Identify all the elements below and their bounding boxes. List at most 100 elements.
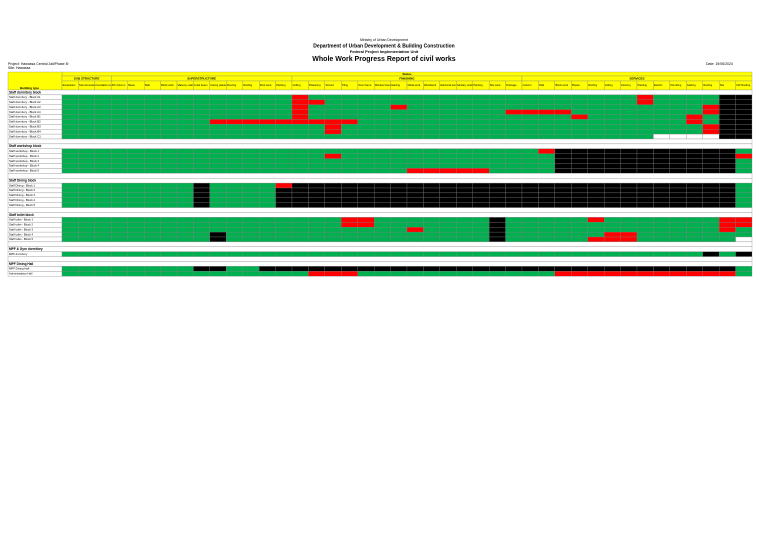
- status-cell: [373, 114, 391, 120]
- column-header-text: Glazing: [391, 83, 400, 87]
- status-cell: [718, 104, 736, 110]
- status-cell: [554, 94, 572, 100]
- status-cell: [538, 197, 556, 203]
- status-cell: [718, 114, 736, 120]
- status-cell: [357, 217, 375, 223]
- status-cell: [620, 187, 638, 194]
- status-cell: [686, 266, 703, 272]
- status-cell: [472, 124, 490, 130]
- status-cell: [702, 217, 720, 223]
- status-cell: [291, 217, 309, 223]
- status-cell: [357, 133, 375, 140]
- status-cell: [242, 187, 260, 194]
- status-cell: [718, 133, 736, 140]
- status-cell: [390, 114, 408, 120]
- status-cell: [686, 114, 703, 120]
- status-cell: [258, 119, 276, 125]
- status-cell: [94, 114, 112, 120]
- status-cell: [176, 94, 194, 100]
- status-cell: [669, 168, 687, 174]
- status-cell: [308, 197, 326, 203]
- row-label: MPF Dining Hall: [9, 267, 30, 271]
- status-cell: [324, 124, 342, 130]
- status-cell: [472, 271, 490, 277]
- status-cell: [341, 231, 358, 238]
- status-cell: [406, 197, 424, 203]
- status-cell: [406, 202, 424, 208]
- status-cell: [587, 266, 605, 272]
- status-cell: [390, 104, 408, 110]
- status-cell: [341, 187, 358, 194]
- status-cell: [620, 124, 638, 130]
- status-cell: [669, 197, 687, 203]
- status-cell: [341, 266, 358, 272]
- status-cell: [718, 231, 736, 238]
- status-cell: [406, 271, 424, 277]
- column-header-text: Plastering: [309, 83, 321, 87]
- status-cell: [258, 192, 276, 198]
- status-cell: [488, 217, 506, 223]
- row-label: Staff Dining - Block 5: [9, 203, 36, 207]
- status-cell: [686, 202, 703, 208]
- status-cell: [291, 94, 309, 100]
- status-cell: [127, 119, 145, 125]
- status-cell: [94, 222, 112, 228]
- status-cell: [258, 182, 276, 189]
- status-cell: [636, 202, 654, 208]
- status-cell: [538, 271, 556, 277]
- status-cell: [488, 99, 506, 105]
- status-cell: [390, 227, 408, 233]
- column-header-text: Lintel beam: [194, 83, 207, 87]
- status-cell: [94, 163, 112, 169]
- status-cell: [160, 99, 178, 105]
- status-cell: [439, 236, 457, 243]
- status-cell: [357, 182, 375, 189]
- status-cell: [143, 104, 161, 110]
- status-cell: [571, 227, 588, 233]
- status-cell: [456, 266, 473, 272]
- status-cell: [61, 271, 79, 277]
- status-cell: [209, 168, 227, 174]
- status-cell: [209, 197, 227, 203]
- status-cell: [538, 187, 556, 194]
- row-label: Staff dormitory - Block B3: [9, 124, 41, 128]
- status-cell: [111, 271, 128, 277]
- status-cell: [686, 99, 703, 105]
- status-cell: [620, 153, 638, 159]
- status-cell: [226, 94, 243, 100]
- status-cell: [209, 192, 227, 198]
- status-cell: [406, 104, 424, 110]
- status-cell: [603, 187, 621, 194]
- status-cell: [456, 133, 473, 140]
- status-cell: [636, 271, 654, 277]
- status-cell: [78, 271, 96, 277]
- status-cell: [127, 236, 145, 243]
- status-cell: [488, 104, 506, 110]
- status-cell: [702, 129, 720, 135]
- status-header-text: Status: [402, 72, 412, 76]
- status-cell: [324, 109, 342, 115]
- status-cell: [472, 202, 490, 208]
- status-cell: [488, 271, 506, 277]
- status-cell: [702, 109, 720, 115]
- status-cell: [505, 231, 523, 238]
- status-cell: [423, 133, 441, 140]
- status-cell: [571, 182, 588, 189]
- status-cell: [291, 129, 309, 135]
- status-cell: [423, 94, 441, 100]
- status-cell: [620, 251, 638, 257]
- status-cell: [423, 217, 441, 223]
- status-cell: [373, 158, 391, 164]
- row-label: Staff dormitory - Block B1: [9, 115, 41, 119]
- status-cell: [143, 129, 161, 135]
- status-cell: [111, 251, 128, 257]
- status-cell: [538, 158, 556, 164]
- status-cell: [653, 158, 671, 164]
- status-cell: [603, 153, 621, 159]
- status-cell: [193, 192, 211, 198]
- status-cell: [571, 231, 588, 238]
- status-cell: [324, 158, 342, 164]
- column-header-text: Sanitary work: [457, 83, 473, 87]
- status-cell: [308, 99, 326, 105]
- status-cell: [308, 119, 326, 125]
